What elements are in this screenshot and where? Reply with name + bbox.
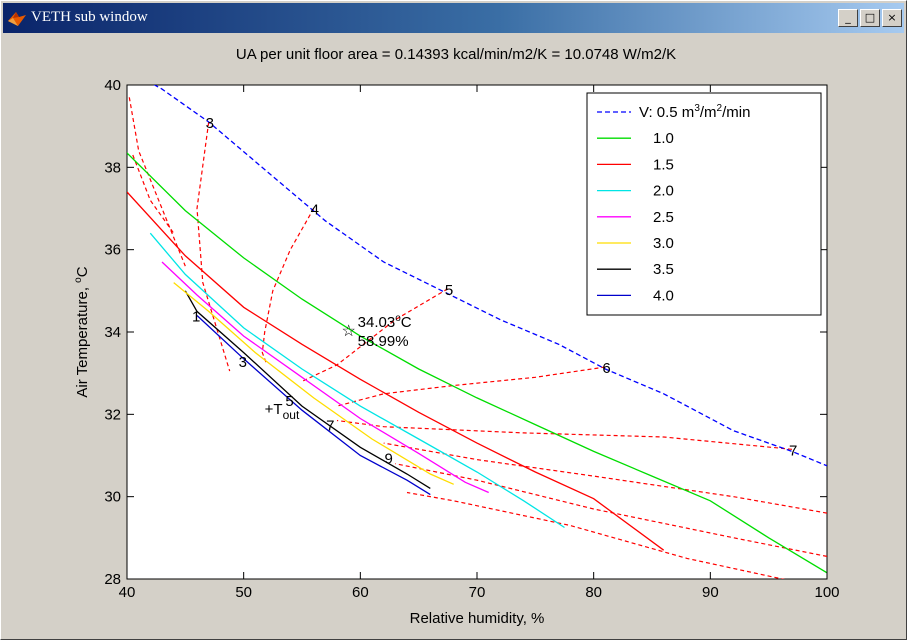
x-tick-label-100: 100	[814, 584, 839, 601]
velocity-label-1: 1	[192, 309, 200, 326]
iso-line-extra-5	[128, 97, 186, 267]
velocity-label-9: 9	[385, 451, 393, 468]
legend-box	[586, 92, 822, 316]
legend-label-part-2: /m	[700, 104, 717, 121]
title-bar: VETH sub window _ □ ×	[3, 3, 904, 33]
legend: V: 0.5 m3/m2/min 1.0 1.5 2.0 2.5 3.0 3.5 4.0	[586, 92, 822, 316]
legend-label-3.0: 3.0	[653, 235, 674, 252]
iso-line-4	[261, 208, 315, 366]
marker-temperature-sup: o	[395, 313, 401, 324]
series-line-3.0	[173, 282, 454, 485]
marker-temperature-unit: C	[401, 314, 412, 331]
legend-label-part-1: 3	[694, 103, 700, 114]
velocity-label-5: 5	[285, 393, 293, 410]
y-tick-label-34: 34	[104, 324, 121, 341]
iso-label-3: 3	[206, 115, 214, 132]
iso-line-extra-8	[395, 463, 827, 557]
legend-label-0.5: V: 0.5 m3/m2/min	[639, 103, 750, 121]
y-axis-label-text: Air Temperature,	[74, 283, 91, 398]
tout-label: +Tout	[265, 401, 300, 422]
y-axis-label-sup: o	[73, 277, 84, 283]
iso-label-7: 7	[789, 442, 797, 459]
state-point-marker: ☆	[341, 323, 355, 340]
maximize-button[interactable]: □	[860, 9, 880, 27]
tout-label-prefix: +T	[265, 401, 283, 418]
x-tick-label-40: 40	[119, 584, 136, 601]
series-line-2.5	[161, 261, 489, 494]
series-line-1.5	[127, 191, 665, 551]
y-tick-label-40: 40	[104, 77, 121, 94]
series-line-0.5	[153, 85, 827, 467]
legend-label-part-0: V: 0.5 m	[639, 104, 694, 121]
y-tick-label-38: 38	[104, 159, 121, 176]
velocity-label-3: 3	[239, 354, 247, 371]
series-line-4.0	[196, 315, 431, 496]
iso-line-5	[301, 288, 449, 382]
y-tick-label-30: 30	[104, 489, 121, 506]
series-line-2.0	[149, 232, 565, 529]
chart-title: UA per unit floor area = 0.14393 kcal/mi…	[236, 46, 676, 63]
legend-label-4.0: 4.0	[653, 287, 674, 304]
matlab-logo-icon	[8, 12, 26, 26]
iso-label-5: 5	[445, 282, 453, 299]
velocity-label-7: 7	[326, 418, 334, 435]
chart-area: UA per unit floor area = 0.14393 kcal/mi…	[73, 46, 840, 627]
legend-label-1.0: 1.0	[653, 130, 674, 147]
y-tick-label-28: 28	[104, 571, 121, 588]
x-axis-label: Relative humidity, %	[410, 610, 545, 627]
iso-line-extra-9	[406, 491, 786, 579]
iso-line-extra-6	[132, 154, 175, 234]
legend-label-part-4: /min	[722, 104, 750, 121]
window-title: VETH sub window	[31, 9, 148, 25]
iso-line-3	[196, 121, 231, 372]
x-tick-label-80: 80	[585, 584, 602, 601]
marker-temperature-value: 34.03	[358, 314, 396, 331]
y-tick-label-36: 36	[104, 242, 121, 259]
x-tick-label-50: 50	[235, 584, 252, 601]
iso-label-6: 6	[602, 360, 610, 377]
legend-label-1.5: 1.5	[653, 156, 674, 173]
legend-label-2.5: 2.5	[653, 209, 674, 226]
x-tick-label-60: 60	[352, 584, 369, 601]
iso-line-6	[336, 366, 606, 407]
x-tick-label-70: 70	[469, 584, 486, 601]
minimize-button[interactable]: _	[838, 9, 858, 27]
marker-humidity-label: 58.99%	[358, 333, 409, 350]
tout-label-sub: out	[283, 408, 300, 422]
iso-label-4: 4	[311, 202, 319, 219]
legend-label-3.5: 3.5	[653, 261, 674, 278]
series-line-3.5	[184, 290, 431, 489]
series-group	[127, 85, 827, 579]
x-tick-label-90: 90	[702, 584, 719, 601]
y-axis-label-unit: C	[74, 266, 91, 277]
y-axis-label: Air Temperature, oC	[73, 266, 91, 397]
y-tick-label-32: 32	[104, 406, 121, 423]
series-line-1.0	[127, 152, 827, 574]
iso-line-7	[336, 419, 793, 450]
legend-label-part-3: 2	[717, 103, 723, 114]
legend-label-2.0: 2.0	[653, 183, 674, 200]
marker-temperature-label: 34.03oC	[358, 313, 412, 331]
close-button[interactable]: ×	[882, 9, 902, 27]
